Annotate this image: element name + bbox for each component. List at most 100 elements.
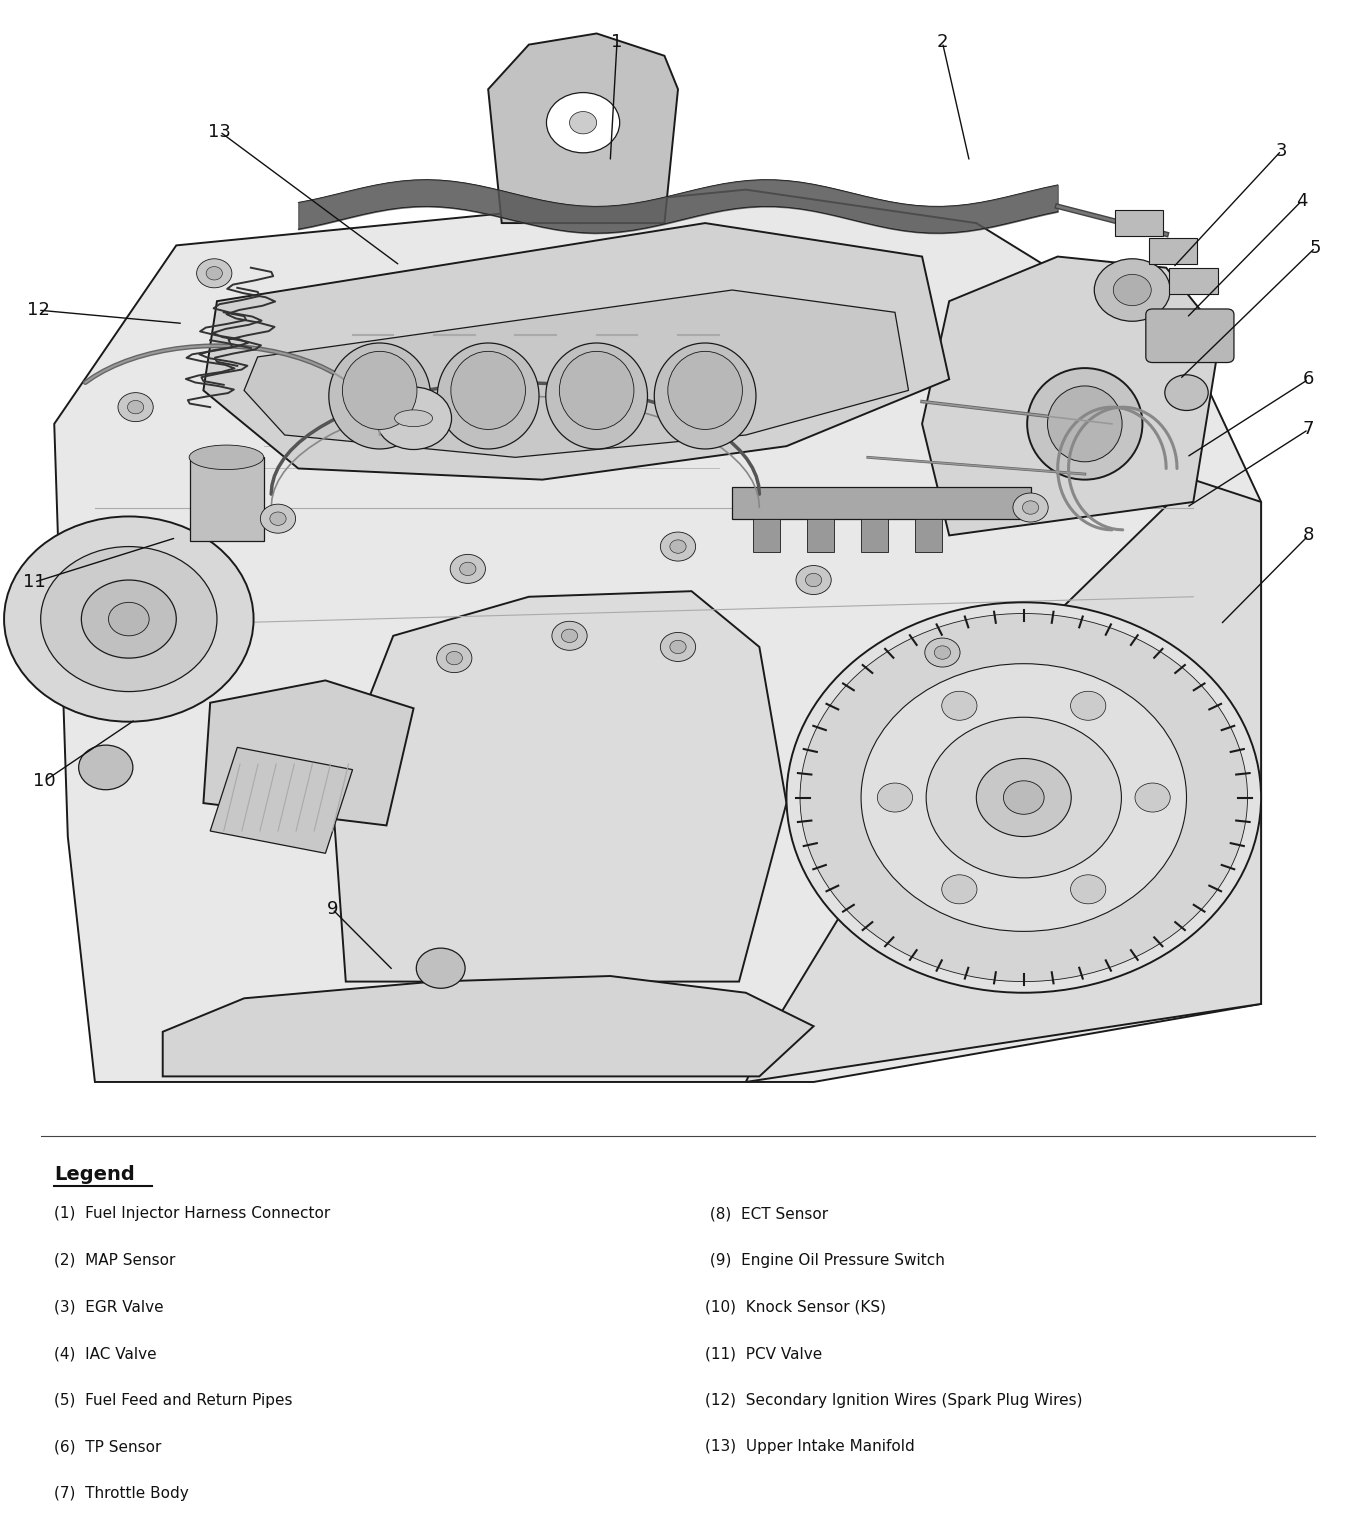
Circle shape [118,393,153,422]
Polygon shape [244,290,909,457]
Polygon shape [163,976,814,1076]
Circle shape [1013,494,1048,523]
Ellipse shape [342,351,418,429]
Polygon shape [203,680,414,825]
Circle shape [941,876,976,903]
Circle shape [660,633,696,662]
Circle shape [79,746,133,790]
Ellipse shape [560,351,633,429]
Circle shape [1070,691,1106,720]
Circle shape [197,258,232,287]
Ellipse shape [450,351,525,429]
Bar [753,518,780,552]
Circle shape [561,630,578,642]
Polygon shape [746,480,1261,1082]
Circle shape [670,539,686,553]
Circle shape [376,387,452,449]
Circle shape [800,613,1248,981]
Bar [1115,209,1163,237]
Ellipse shape [1047,387,1121,461]
Ellipse shape [1026,368,1142,480]
Text: 3: 3 [1276,142,1287,159]
Circle shape [570,112,597,134]
Ellipse shape [395,410,433,426]
Text: (3)  EGR Valve: (3) EGR Valve [54,1299,164,1314]
Text: Legend: Legend [54,1164,136,1184]
Circle shape [446,651,462,665]
Bar [1169,267,1218,295]
Circle shape [260,504,296,533]
Circle shape [450,555,485,584]
Polygon shape [54,189,1261,1082]
Polygon shape [488,34,678,223]
Ellipse shape [654,342,757,449]
Bar [807,518,834,552]
Circle shape [1003,781,1044,814]
Text: (2)  MAP Sensor: (2) MAP Sensor [54,1253,176,1268]
Circle shape [925,639,960,668]
Circle shape [437,643,472,672]
Circle shape [1135,782,1170,811]
Bar [915,518,942,552]
Circle shape [416,947,465,989]
Circle shape [1070,876,1106,903]
Circle shape [805,573,822,587]
Bar [732,487,1031,518]
Circle shape [861,663,1186,932]
Circle shape [1094,258,1170,321]
Circle shape [270,512,286,526]
Text: 5: 5 [1310,238,1321,257]
Text: 1: 1 [612,34,622,52]
Circle shape [877,782,913,811]
Text: (12)  Secondary Ignition Wires (Spark Plug Wires): (12) Secondary Ignition Wires (Spark Plu… [705,1392,1082,1407]
Circle shape [670,640,686,654]
Bar [1149,237,1197,264]
Circle shape [934,646,951,659]
Circle shape [1113,275,1151,306]
Circle shape [796,565,831,594]
Ellipse shape [330,342,431,449]
Polygon shape [332,591,786,981]
Circle shape [4,516,254,721]
Circle shape [81,581,176,659]
Circle shape [108,602,149,636]
Text: 4: 4 [1296,193,1307,209]
Text: (11)  PCV Valve: (11) PCV Valve [705,1346,822,1361]
Circle shape [460,562,476,576]
Ellipse shape [669,351,743,429]
Text: 10: 10 [34,772,56,790]
Text: (8)  ECT Sensor: (8) ECT Sensor [705,1206,829,1221]
FancyBboxPatch shape [1146,309,1234,362]
Text: (7)  Throttle Body: (7) Throttle Body [54,1485,188,1500]
Text: (4)  IAC Valve: (4) IAC Valve [54,1346,157,1361]
Circle shape [546,93,620,153]
Ellipse shape [437,342,538,449]
Text: (1)  Fuel Injector Harness Connector: (1) Fuel Injector Harness Connector [54,1206,331,1221]
Circle shape [926,717,1121,879]
Circle shape [660,532,696,561]
Circle shape [552,622,587,651]
Circle shape [941,691,976,720]
Text: 6: 6 [1303,370,1314,388]
Bar [190,457,264,541]
Circle shape [41,547,217,692]
Circle shape [1022,501,1039,515]
Text: 12: 12 [27,301,49,319]
Circle shape [976,758,1071,837]
Text: (9)  Engine Oil Pressure Switch: (9) Engine Oil Pressure Switch [705,1253,945,1268]
Bar [861,518,888,552]
Text: (10)  Knock Sensor (KS): (10) Knock Sensor (KS) [705,1299,885,1314]
Text: 11: 11 [23,573,45,591]
Polygon shape [203,223,949,480]
Text: 9: 9 [327,900,338,918]
Text: 8: 8 [1303,527,1314,544]
Text: (6)  TP Sensor: (6) TP Sensor [54,1439,161,1455]
Polygon shape [922,257,1220,535]
Circle shape [206,266,222,280]
Circle shape [786,602,1261,993]
Text: (5)  Fuel Feed and Return Pipes: (5) Fuel Feed and Return Pipes [54,1392,293,1407]
Text: 2: 2 [937,34,948,52]
Circle shape [127,400,144,414]
Text: 7: 7 [1303,420,1314,439]
Text: (13)  Upper Intake Manifold: (13) Upper Intake Manifold [705,1439,915,1455]
